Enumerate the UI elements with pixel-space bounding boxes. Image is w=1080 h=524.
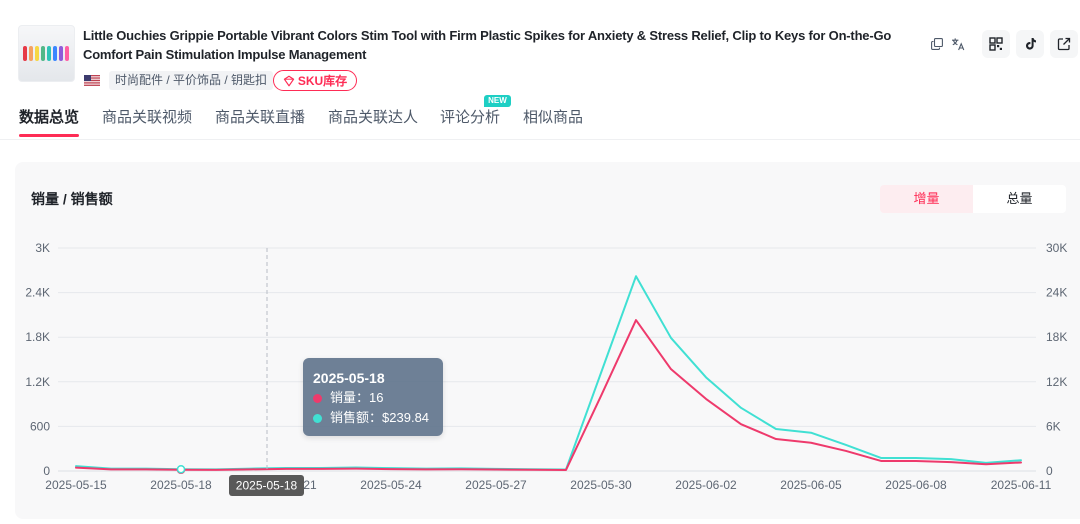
- thumbnail-item: [47, 46, 51, 61]
- y-right-tick-label: 24K: [1046, 286, 1067, 300]
- tab-review-analysis[interactable]: 评论分析: [440, 109, 501, 126]
- copy-icon[interactable]: [931, 38, 943, 50]
- qr-code-button[interactable]: [982, 30, 1010, 58]
- tooltip-separator: ：: [369, 410, 383, 425]
- tiktok-button[interactable]: [1016, 30, 1044, 58]
- y-left-tick-label: 3K: [35, 241, 50, 255]
- toggle-cumulative[interactable]: 总量: [973, 185, 1066, 213]
- thumbnail-item: [41, 46, 45, 61]
- tooltip-date: 2025-05-18: [313, 370, 385, 386]
- tooltip-row-gmv: 销售额： $239.84: [313, 408, 433, 428]
- y-right-tick-label: 0: [1046, 464, 1053, 478]
- tiktok-icon: [1023, 37, 1037, 51]
- category-breadcrumb: 时尚配件 / 平价饰品 / 钥匙扣: [109, 71, 274, 90]
- sku-tag-icon: [283, 75, 295, 87]
- gmv-series-line: [75, 275, 1022, 471]
- x-tick-label: 2025-06-08: [885, 478, 947, 492]
- x-tick-label: 2025-06-05: [780, 478, 842, 492]
- sku-inventory-button[interactable]: SKU库存: [273, 70, 357, 91]
- sales-gmv-line-chart[interactable]: 0 600 1.2K 1.8K 2.4K 3K 0 6K 12K 18K 24K 30K 2025-05…: [0, 230, 1080, 510]
- y-left-tick-label: 0: [43, 464, 50, 478]
- metric-mode-toggle: 增量 总量: [880, 185, 1066, 213]
- tooltip-gmv-label: 销售额: [330, 410, 370, 425]
- tooltip-sales-value: 16: [369, 390, 384, 405]
- tab-data-overview[interactable]: 数据总览: [19, 109, 80, 126]
- hover-point-marker: [176, 464, 186, 474]
- thumbnail-item: [29, 46, 33, 61]
- tooltip-separator: ：: [356, 390, 370, 405]
- y-right-tick-label: 18K: [1046, 330, 1067, 344]
- x-tick-label: 2025-05-15: [45, 478, 107, 492]
- x-tick-label: 2025-06-11: [991, 478, 1052, 492]
- active-tab-indicator: [19, 134, 79, 137]
- thumbnail-item: [35, 46, 39, 61]
- qr-code-icon: [989, 37, 1003, 51]
- y-left-tick-label: 1.8K: [25, 330, 50, 344]
- sales-series-line: [75, 319, 1022, 471]
- product-thumbnail: [18, 25, 75, 82]
- external-link-icon: [1057, 37, 1071, 51]
- tooltip-gmv-value: $239.84: [382, 410, 430, 425]
- tab-bar-divider: [0, 139, 1080, 140]
- hover-markers: [176, 464, 186, 475]
- x-tick-label: 2025-06-02: [675, 478, 737, 492]
- y-right-tick-label: 12K: [1046, 375, 1067, 389]
- chart-title: 销量 / 销售额: [31, 191, 113, 207]
- axis-pointer-label-bg: [229, 475, 304, 496]
- tooltip-sales-label: 销量: [330, 390, 357, 405]
- thumbnail-item: [53, 46, 57, 61]
- us-flag-icon: [84, 75, 100, 86]
- y-left-tick-label: 2.4K: [25, 286, 50, 300]
- y-right-tick-label: 6K: [1046, 419, 1061, 433]
- x-tick-label: 2025-05-24: [360, 478, 422, 492]
- gmv-series-dot: [313, 413, 322, 423]
- toggle-incremental[interactable]: 增量: [880, 185, 973, 213]
- chart-axis-labels: 0 600 1.2K 1.8K 2.4K 3K 0 6K 12K 18K 24K 30K 2025-05…: [25, 241, 1067, 492]
- thumbnail-item: [23, 46, 27, 61]
- x-tick-label: 2025-05-30: [570, 478, 632, 492]
- tab-similar-products[interactable]: 相似商品: [523, 109, 584, 126]
- product-title: Little Ouchies Grippie Portable Vibrant …: [83, 28, 892, 62]
- sales-series-dot: [313, 393, 322, 403]
- axis-pointer-date: 2025-05-18: [236, 479, 298, 493]
- tab-related-videos[interactable]: 商品关联视频: [102, 109, 193, 126]
- tab-related-creators[interactable]: 商品关联达人: [328, 109, 419, 126]
- translate-icon[interactable]: [951, 37, 965, 51]
- y-left-tick-label: 600: [30, 419, 50, 433]
- y-left-tick-label: 1.2K: [25, 375, 50, 389]
- chart-tooltip: 2025-05-18 销量： 16 销售额： $239.84: [303, 358, 443, 436]
- y-right-tick-label: 30K: [1046, 241, 1067, 255]
- chart-gridlines: [58, 247, 1036, 472]
- tab-related-livestreams[interactable]: 商品关联直播: [215, 109, 306, 126]
- axis-pointer-label: 2025-05-18: [229, 475, 304, 496]
- thumbnail-item: [59, 46, 63, 61]
- chart-series: [75, 275, 1022, 471]
- sales-chart-card: [15, 162, 1080, 519]
- tooltip-row-sales: 销量： 16: [313, 388, 433, 408]
- sku-button-label: SKU库存: [297, 74, 348, 88]
- new-badge: NEW: [484, 95, 511, 107]
- thumbnail-item: [65, 46, 69, 61]
- x-tick-label: 2025-05-18: [150, 478, 212, 492]
- x-tick-label: 2025-05-27: [465, 478, 527, 492]
- open-external-button[interactable]: [1050, 30, 1078, 58]
- thumbnail-stim-tools: [23, 46, 69, 61]
